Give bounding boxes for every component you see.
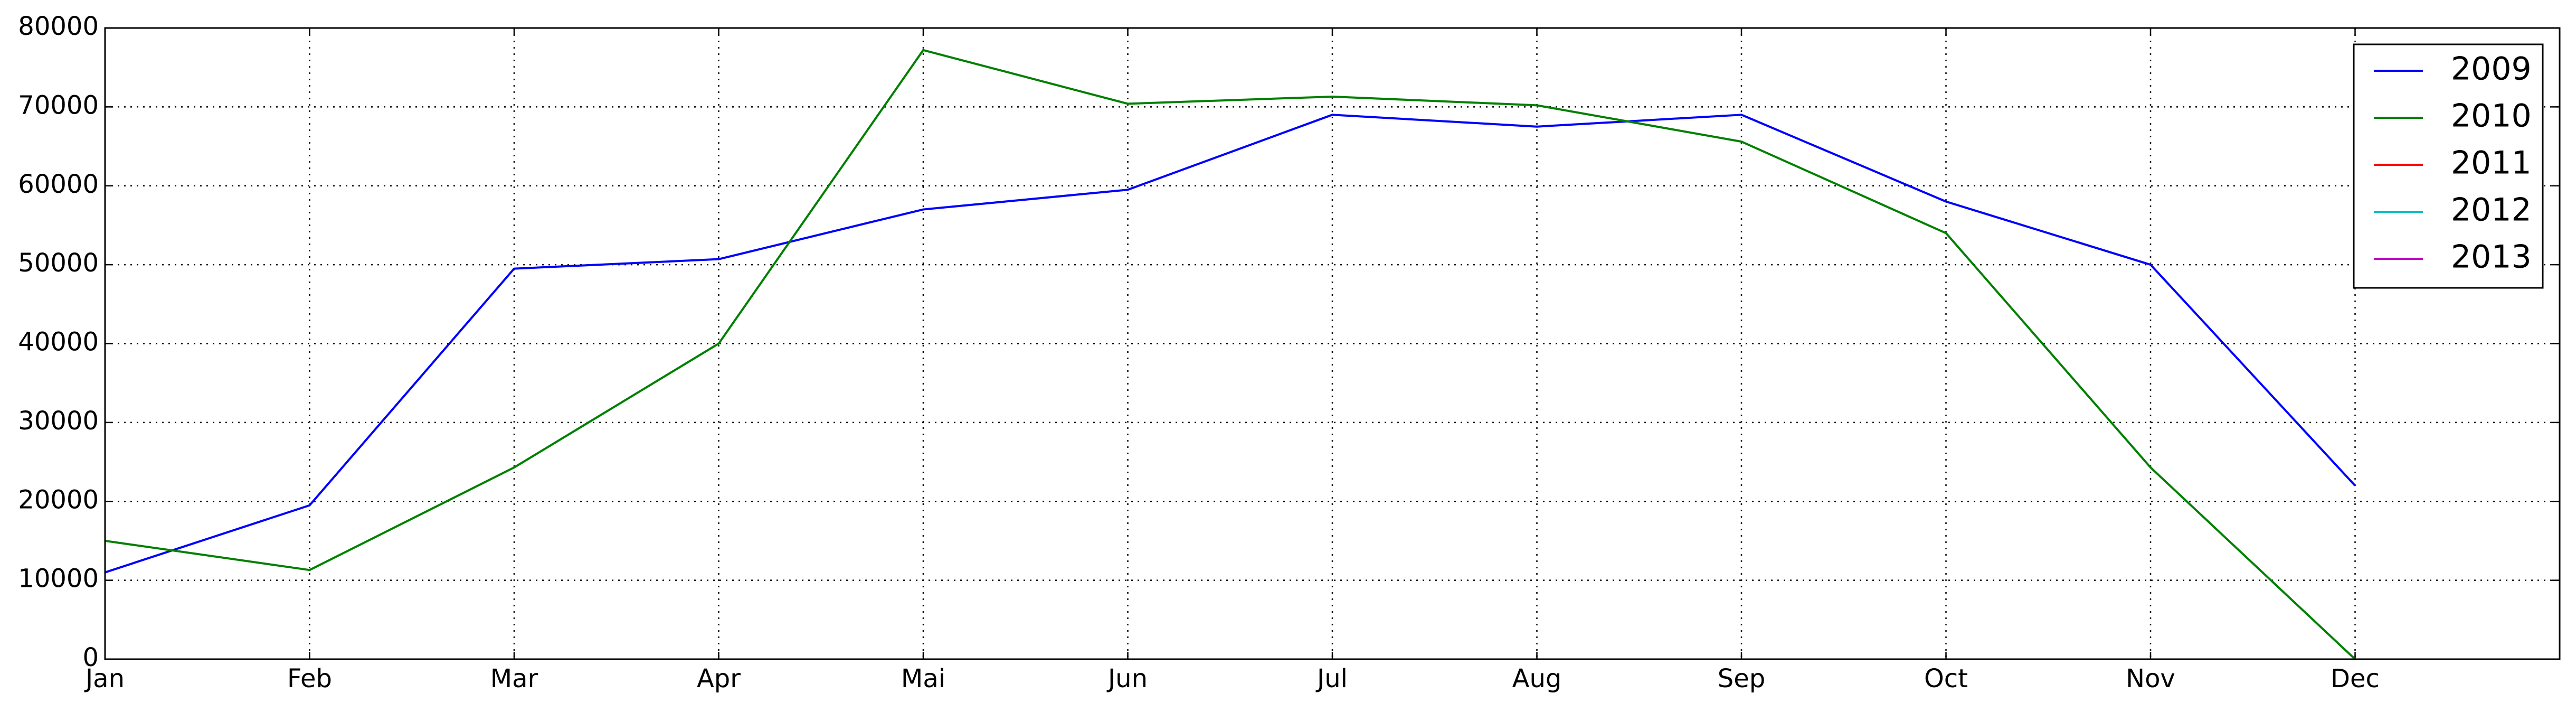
y-tick-label: 40000 [18,327,99,357]
y-tick-label: 30000 [18,406,99,436]
x-tick-label: Jan [84,664,125,694]
x-tick-label: Mar [490,664,538,694]
y-tick-label: 10000 [18,564,99,594]
y-tick-label: 80000 [18,12,99,41]
y-tick-label: 70000 [18,90,99,120]
x-tick-label: Apr [697,664,741,694]
legend-box [2353,43,2544,289]
legend-label: 2013 [2451,239,2532,276]
legend-label: 2011 [2451,145,2532,182]
y-tick-label: 0 [82,643,99,672]
y-tick-label: 50000 [18,248,99,278]
x-tick-label: Dec [2331,664,2380,694]
legend-label: 2009 [2451,51,2532,88]
x-tick-label: Nov [2126,664,2175,694]
x-tick-label: Sep [1718,664,1765,694]
x-tick-label: Jul [1315,664,1348,694]
series-line [105,114,2356,574]
x-tick-label: Feb [287,664,332,694]
y-tick-label: 60000 [18,170,99,199]
x-tick-label: Oct [1924,664,1968,694]
legend-label: 2012 [2451,192,2532,229]
x-tick-label: Mai [901,664,945,694]
x-tick-label: Jun [1106,664,1148,694]
series-line [105,49,2356,660]
plot-frame [104,27,2561,660]
x-tick-label: Aug [1512,664,1562,694]
legend: 2009 2010 2011 2012 2013 [2353,43,2544,289]
legend-label: 2010 [2451,98,2532,135]
y-tick-label: 20000 [18,485,99,514]
